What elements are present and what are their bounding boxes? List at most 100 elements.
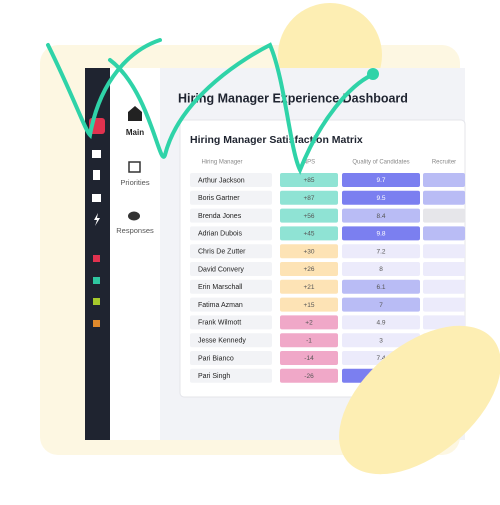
nps-cell — [280, 190, 338, 205]
nps-cell — [280, 368, 338, 383]
nps-cell — [280, 262, 338, 276]
nps-value: +15 — [303, 302, 314, 309]
color-dot[interactable] — [93, 255, 100, 262]
manager-name: Arthur Jackson — [198, 177, 245, 184]
recruiter-cell — [423, 262, 465, 276]
quality-value: 8 — [379, 266, 383, 273]
quality-cell — [342, 333, 420, 348]
name-cell — [190, 279, 272, 294]
decor-line — [46, 38, 374, 175]
quality-cell — [342, 190, 420, 205]
nps-value: +21 — [303, 284, 314, 291]
quality-value: 9.8 — [376, 231, 385, 238]
recruiter-cell — [423, 297, 465, 312]
nps-value: +87 — [303, 195, 314, 202]
icon-responses[interactable] — [128, 211, 140, 221]
recruiter-cell — [423, 244, 465, 259]
quality-cell — [342, 173, 420, 187]
nps-value: +56 — [303, 213, 314, 220]
nps-value: +85 — [303, 177, 314, 184]
color-dot[interactable] — [93, 298, 100, 305]
name-cell — [190, 315, 272, 330]
recruiter-cell — [423, 208, 465, 223]
column-header: NPS — [303, 160, 315, 166]
manager-name: Pari Singh — [198, 373, 230, 380]
nps-cell — [280, 173, 338, 187]
name-cell — [190, 226, 272, 241]
quality-value: 9.7 — [376, 177, 385, 184]
manager-name: Adrian Dubois — [198, 231, 242, 238]
nps-value: +2 — [305, 320, 313, 327]
color-dot[interactable] — [93, 320, 100, 327]
column-header: Recruiter — [432, 160, 456, 166]
name-cell — [190, 208, 272, 223]
quality-value: 8.4 — [376, 213, 385, 220]
nps-value: -1 — [306, 337, 312, 344]
quality-value: 7.2 — [376, 248, 385, 255]
nps-cell — [280, 315, 338, 330]
quality-cell — [342, 208, 420, 223]
icon-bolt[interactable] — [94, 213, 100, 226]
nps-value: -26 — [304, 373, 314, 380]
manager-name: Chris De Zutter — [198, 249, 246, 256]
blob — [339, 325, 500, 475]
manager-name: Boris Gartner — [198, 195, 240, 202]
recruiter-cell — [423, 190, 465, 205]
quality-cell — [342, 262, 420, 276]
manager-name: Brenda Jones — [198, 213, 242, 220]
icon-clipboard[interactable] — [93, 170, 100, 180]
icon-home[interactable] — [92, 150, 101, 158]
quality-value: 7.4 — [376, 355, 385, 362]
quality-cell — [342, 297, 420, 312]
recruiter-cell — [423, 226, 465, 241]
quality-cell — [342, 315, 420, 330]
recruiter-cell — [423, 173, 465, 187]
nav-item[interactable]: Responses — [116, 226, 154, 235]
nps-cell — [280, 279, 338, 294]
manager-name: Jesse Kennedy — [198, 338, 246, 345]
name-cell — [190, 333, 272, 348]
card-title: Hiring Manager Satisfaction Matrix — [190, 134, 363, 146]
column-header: Quality of Candidates — [352, 160, 409, 166]
icon-mail[interactable] — [92, 194, 101, 202]
nps-value: +30 — [303, 248, 314, 255]
color-dot[interactable] — [93, 277, 100, 284]
recruiter-cell — [423, 315, 465, 330]
name-cell — [190, 262, 272, 276]
quality-cell — [342, 279, 420, 294]
manager-name: Erin Marschall — [198, 284, 243, 291]
nps-cell — [280, 244, 338, 259]
name-cell — [190, 297, 272, 312]
nps-value: -14 — [304, 355, 314, 362]
name-cell — [190, 190, 272, 205]
nps-cell — [280, 297, 338, 312]
name-cell — [190, 244, 272, 259]
recruiter-cell — [423, 279, 465, 294]
quality-value: 4.9 — [376, 320, 385, 327]
page-title: Hiring Manager Experience Dashboard — [178, 91, 408, 105]
name-cell — [190, 368, 272, 383]
nav-item[interactable]: Priorities — [120, 178, 149, 187]
nps-value: +45 — [303, 231, 314, 238]
manager-name: Pari Bianco — [198, 355, 234, 362]
name-cell — [190, 351, 272, 365]
quality-cell — [342, 226, 420, 241]
icon-priorities[interactable] — [128, 161, 141, 173]
nav-item[interactable]: Main — [126, 128, 144, 137]
nps-cell — [280, 208, 338, 223]
nps-cell — [280, 333, 338, 348]
icon-main[interactable] — [128, 106, 142, 121]
decor-dot — [367, 68, 379, 80]
quality-value: 7 — [379, 302, 383, 309]
name-cell — [190, 173, 272, 187]
nps-value: +26 — [303, 266, 314, 273]
nps-cell — [280, 226, 338, 241]
manager-name: David Convery — [198, 266, 244, 273]
manager-name: Frank Wilmott — [198, 320, 241, 327]
column-header: Hiring Manager — [201, 160, 242, 166]
quality-cell — [342, 244, 420, 259]
quality-value: 9.5 — [376, 195, 385, 202]
quality-value: 3 — [379, 337, 383, 344]
